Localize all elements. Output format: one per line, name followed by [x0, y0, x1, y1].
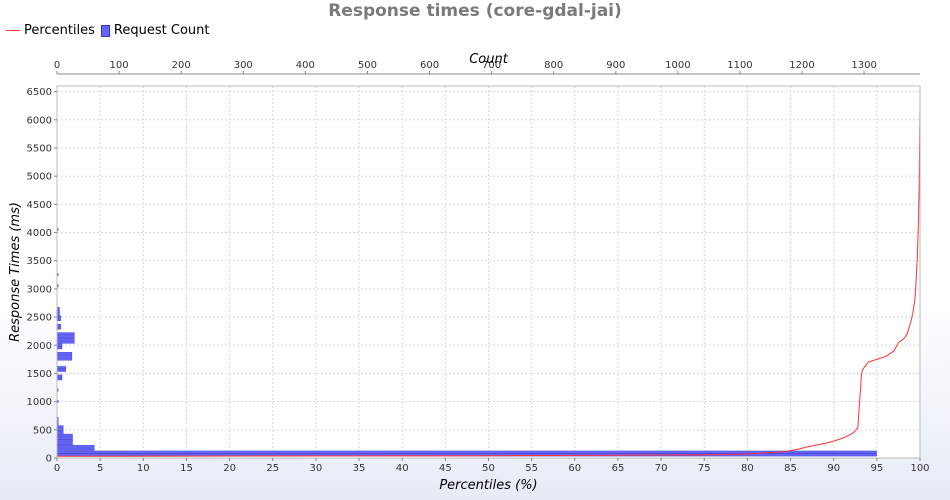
x2-tick-label: 1200: [789, 60, 814, 71]
x2-tick-label: 300: [234, 60, 253, 71]
x2-tick-label: 900: [606, 60, 625, 71]
x2-tick-label: 1300: [851, 60, 876, 71]
histogram-bar: [56, 374, 63, 378]
histogram-bar: [56, 377, 63, 381]
y-tick-label: 4000: [27, 228, 52, 239]
y-tick-label: 5000: [27, 172, 52, 183]
histogram-bar: [56, 346, 63, 350]
legend-box-swatch: [100, 24, 110, 37]
x2-tick-label: 0: [54, 60, 60, 71]
x-tick-label: 20: [223, 463, 236, 474]
legend-line-swatch: [6, 30, 20, 31]
x2-tick-label: 1100: [727, 60, 752, 71]
x-tick-label: 65: [612, 463, 625, 474]
x2-tick-label: 600: [420, 60, 439, 71]
x-tick-label: 80: [741, 463, 754, 474]
histogram-bar: [56, 326, 61, 330]
x-tick-label: 25: [266, 463, 279, 474]
x-tick-label: 75: [698, 463, 711, 474]
x-tick-label: 30: [310, 463, 323, 474]
x-tick-label: 95: [870, 463, 883, 474]
histogram-bar: [56, 318, 61, 322]
y-tick-label: 1500: [27, 369, 52, 380]
y-tick-label: 3500: [27, 256, 52, 267]
histogram-bar: [56, 354, 73, 358]
x2-tick-label: 200: [172, 60, 191, 71]
y-tick-label: 5500: [27, 144, 52, 155]
y-tick-label: 4500: [27, 200, 52, 211]
histogram-bar: [56, 428, 64, 431]
y-tick-label: 6000: [27, 115, 52, 126]
legend-entry-request-count: Request Count: [113, 23, 210, 38]
x2-tick-label: 100: [110, 60, 129, 71]
histogram-bar: [56, 366, 66, 369]
x2-tick-label: 700: [482, 60, 501, 71]
histogram-bar: [56, 335, 75, 338]
histogram-bar: [56, 445, 95, 448]
x-tick-label: 90: [827, 463, 840, 474]
y-tick-label: 1000: [27, 397, 52, 408]
legend-entry-percentiles: Percentiles: [24, 23, 95, 38]
y-tick-label: 0: [46, 454, 52, 465]
histogram-bar: [56, 340, 75, 344]
histogram-bar: [56, 357, 73, 361]
x2-tick-label: 500: [358, 60, 377, 71]
x-tick-label: 15: [180, 463, 193, 474]
x-tick-label: 85: [784, 463, 797, 474]
histogram-bar: [56, 433, 73, 437]
x-tick-label: 10: [137, 463, 150, 474]
histogram-bar: [56, 338, 75, 341]
histogram-bar: [56, 431, 64, 434]
x-tick-label: 45: [439, 463, 452, 474]
histogram-bar: [56, 352, 73, 355]
x-axis-label: Percentiles (%): [439, 478, 537, 493]
histogram-bar: [56, 442, 73, 446]
x-tick-label: 40: [396, 463, 409, 474]
x-tick-label: 55: [525, 463, 538, 474]
y-tick-label: 3000: [27, 284, 52, 295]
x-tick-label: 70: [655, 463, 668, 474]
histogram-bar: [56, 436, 73, 440]
histogram-bar: [56, 332, 75, 336]
histogram-bar: [56, 450, 877, 454]
x-tick-label: 60: [568, 463, 581, 474]
y-tick-label: 2000: [27, 341, 52, 352]
y-tick-label: 500: [33, 425, 52, 436]
histogram-bar: [56, 343, 63, 347]
x-tick-label: 0: [54, 463, 60, 474]
x2-axis-label: Count: [469, 52, 509, 67]
x2-tick-label: 400: [296, 60, 315, 71]
histogram-bar: [56, 447, 95, 451]
histogram-bar: [56, 439, 73, 443]
histogram-bar: [56, 323, 61, 327]
x-tick-label: 100: [910, 463, 929, 474]
x2-tick-label: 800: [544, 60, 563, 71]
chart-title: Response times (core-gdal-jai): [328, 1, 622, 21]
y-axis-label: Response Times (ms): [8, 202, 23, 342]
percentile-line: [56, 102, 921, 457]
x-tick-label: 5: [97, 463, 103, 474]
histogram-bar: [56, 315, 61, 319]
legend: Percentiles Request Count: [6, 23, 209, 38]
y-tick-label: 2500: [27, 313, 52, 324]
y-tick-label: 6500: [27, 87, 52, 98]
histogram-bar: [56, 369, 66, 372]
x-tick-label: 50: [482, 463, 495, 474]
histogram-bar: [56, 425, 64, 429]
x2-tick-label: 1000: [665, 60, 690, 71]
x-tick-label: 35: [353, 463, 366, 474]
